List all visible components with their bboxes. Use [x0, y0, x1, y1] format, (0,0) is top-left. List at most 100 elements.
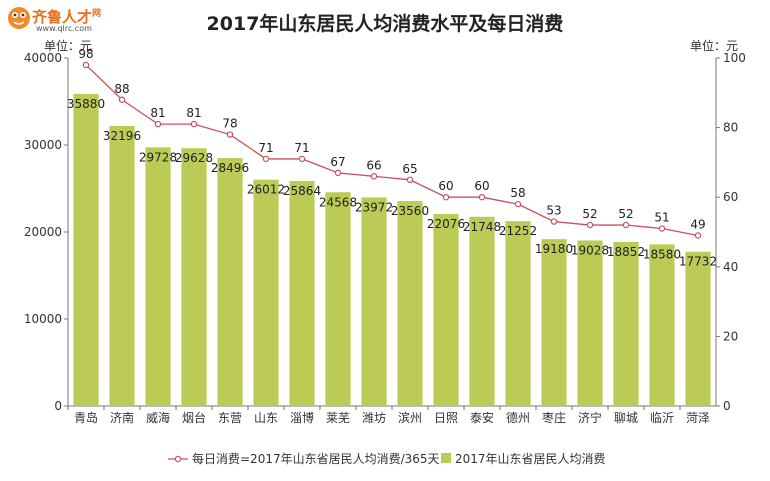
x-tick-label: 淄博: [290, 410, 314, 425]
bar-value-label: 19180: [535, 242, 573, 256]
bar-聊城: [613, 241, 639, 406]
bar-value-label: 21748: [463, 220, 501, 234]
x-tick-label: 东营: [218, 411, 242, 425]
bar-value-label: 22076: [427, 217, 465, 231]
daily-point: [262, 155, 270, 163]
bar-value-label: 23560: [391, 204, 429, 218]
right-tick-label: 60: [723, 190, 738, 204]
bar-value-label: 29628: [175, 151, 213, 165]
daily-point: [82, 61, 90, 69]
daily-point: [658, 225, 666, 232]
daily-point: [334, 169, 342, 177]
bar-潍坊: [361, 197, 387, 406]
daily-point: [442, 193, 450, 201]
x-tick-label: 济南: [110, 410, 134, 425]
bar-淄博: [289, 180, 315, 406]
x-tick-label: 山东: [254, 411, 278, 425]
daily-point: [406, 176, 414, 183]
daily-value-label: 81: [186, 106, 201, 120]
x-tick-label: 莱芜: [326, 411, 350, 425]
daily-point: [190, 120, 198, 128]
bar-value-label: 24568: [319, 195, 357, 209]
daily-point: [514, 200, 522, 208]
legend-bar-swatch: [441, 453, 451, 463]
x-tick-label: 滨州: [398, 410, 422, 425]
x-tick-label: 济宁: [578, 410, 602, 425]
daily-point: [298, 155, 306, 163]
daily-value-label: 81: [150, 106, 165, 120]
bar-临沂: [649, 244, 675, 406]
x-tick-label: 潍坊: [362, 410, 386, 425]
bar-value-label: 19028: [571, 243, 609, 257]
bar-东营: [217, 158, 243, 406]
left-axis-unit: 单位：元: [44, 39, 93, 53]
x-tick-label: 青岛: [74, 410, 98, 425]
daily-value-label: 71: [258, 141, 273, 155]
x-tick-label: 聊城: [614, 411, 638, 425]
daily-line: [85, 64, 699, 237]
daily-value-label: 51: [654, 211, 669, 225]
bar-德州: [505, 221, 531, 406]
daily-point: [550, 218, 558, 225]
left-tick-label: 0: [54, 399, 62, 413]
daily-value-label: 66: [366, 158, 381, 172]
bar-value-label: 26012: [247, 183, 285, 197]
logo-site-url: www.qlrc.com: [36, 24, 92, 33]
bar-value-label: 18852: [607, 245, 645, 259]
legend-line-marker: [174, 455, 182, 463]
bar-莱芜: [325, 192, 351, 406]
bar-value-label: 21252: [499, 224, 537, 238]
daily-value-label: 98: [78, 47, 93, 61]
daily-value-label: 58: [510, 186, 525, 200]
bar-日照: [433, 213, 459, 406]
x-tick-label: 菏泽: [686, 411, 710, 425]
bar-value-label: 29728: [139, 150, 177, 164]
left-tick-label: 20000: [24, 225, 62, 239]
right-tick-label: 80: [723, 121, 738, 135]
bar-青岛: [73, 93, 99, 407]
right-tick-label: 20: [723, 329, 738, 343]
bar-济南: [109, 125, 135, 406]
bar-菏泽: [685, 251, 711, 406]
bar-烟台: [181, 148, 207, 407]
legend-bar-label: 2017年山东省居民人均消费: [455, 452, 606, 466]
daily-point: [226, 131, 234, 138]
bar-value-label: 18580: [643, 247, 681, 261]
daily-point: [694, 232, 702, 239]
bar-山东: [253, 179, 279, 406]
bar-value-label: 35880: [67, 97, 105, 111]
x-tick-label: 德州: [506, 410, 530, 425]
logo-brand: 齐鲁人才网: [32, 8, 102, 26]
daily-value-label: 49: [690, 217, 705, 231]
x-tick-label: 日照: [434, 411, 458, 425]
left-tick-label: 40000: [24, 51, 62, 65]
left-tick-label: 10000: [24, 312, 62, 326]
daily-value-label: 71: [294, 141, 309, 155]
daily-point: [118, 96, 126, 103]
bar-威海: [145, 147, 171, 406]
x-tick-label: 枣庄: [542, 410, 566, 425]
x-tick-label: 临沂: [650, 411, 674, 425]
x-tick-label: 烟台: [182, 410, 206, 425]
bar-value-label: 17732: [679, 255, 717, 269]
bar-滨州: [397, 201, 423, 406]
x-tick-label: 威海: [146, 410, 170, 425]
daily-value-label: 53: [546, 204, 561, 218]
daily-point: [478, 193, 486, 201]
bar-济宁: [577, 240, 603, 406]
chart-title: 2017年山东居民人均消费水平及每日消费: [206, 13, 564, 35]
bar-value-label: 25864: [283, 184, 321, 198]
daily-point: [370, 173, 378, 180]
daily-value-label: 52: [582, 207, 597, 221]
bar-value-label: 32196: [103, 129, 141, 143]
daily-value-label: 67: [330, 155, 345, 169]
frog-logo-icon: [8, 7, 30, 29]
right-tick-label: 0: [723, 399, 731, 413]
bar-泰安: [469, 216, 495, 406]
bar-value-label: 23972: [355, 200, 393, 214]
right-axis-unit: 单位：元: [690, 39, 739, 53]
daily-value-label: 65: [402, 162, 417, 176]
bar-枣庄: [541, 239, 567, 406]
right-tick-label: 40: [723, 260, 738, 274]
